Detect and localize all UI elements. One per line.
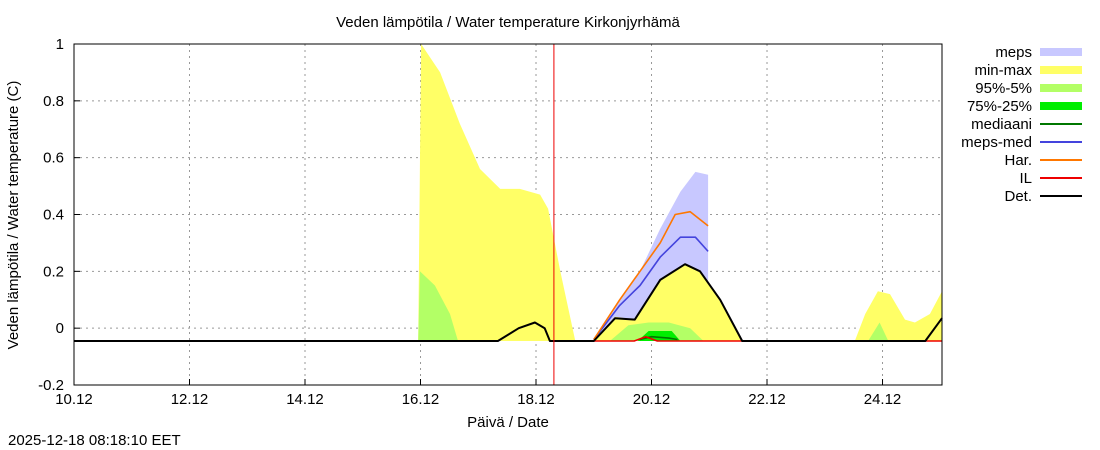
timestamp: 2025-12-18 08:18:10 EET <box>8 432 181 449</box>
line-har <box>593 210 709 340</box>
y-tick-label: 0.2 <box>43 263 64 280</box>
band-95-5 <box>418 271 889 341</box>
x-tick-label: 20.12 <box>633 391 671 408</box>
legend-swatch <box>1040 48 1082 56</box>
x-tick-label: 16.12 <box>402 391 440 408</box>
legend-label: meps <box>995 44 1032 61</box>
x-tick-label: 22.12 <box>748 391 786 408</box>
line-meps-med <box>593 236 709 340</box>
x-tick-label: 12.12 <box>171 391 209 408</box>
chart-title: Veden lämpötila / Water temperature Kirk… <box>336 14 680 31</box>
line-mediaani <box>639 335 678 341</box>
x-tick-label: 24.12 <box>864 391 902 408</box>
y-tick-label: 0.4 <box>43 207 64 224</box>
legend-label: 75%-25% <box>967 98 1032 115</box>
legend-swatch <box>1040 102 1082 110</box>
series-layer <box>74 44 943 385</box>
x-tick-label: 14.12 <box>286 391 324 408</box>
x-tick-label: 18.12 <box>517 391 555 408</box>
ticks: 10.12 12.12 14.12 16.12 18.12 20.12 22.12 24.12… <box>38 36 901 408</box>
legend-label: Har. <box>1004 152 1032 169</box>
line-det <box>74 263 943 342</box>
band-min-max <box>418 44 942 341</box>
y-tick-label: 0.6 <box>43 150 64 167</box>
legend-label: min-max <box>974 62 1032 79</box>
y-tick-label: -0.2 <box>38 377 64 394</box>
legend-label: 95%-5% <box>975 80 1032 97</box>
x-tick-label: 10.12 <box>55 391 93 408</box>
y-tick-label: 0.8 <box>43 93 64 110</box>
legend-label: mediaani <box>971 116 1032 133</box>
y-axis-label: Veden lämpötila / Water temperature (C) <box>5 81 22 350</box>
legend-label: Det. <box>1004 188 1032 205</box>
legend-swatch <box>1040 84 1082 92</box>
legend-label: IL <box>1019 170 1032 187</box>
legend: mepsmin-max95%-5%75%-25%mediaanimeps-med… <box>961 44 1082 205</box>
y-tick-label: 1 <box>56 36 64 53</box>
x-axis-label: Päivä / Date <box>467 414 549 431</box>
legend-swatch <box>1040 66 1082 74</box>
legend-label: meps-med <box>961 134 1032 151</box>
y-tick-label: 0 <box>56 320 64 337</box>
